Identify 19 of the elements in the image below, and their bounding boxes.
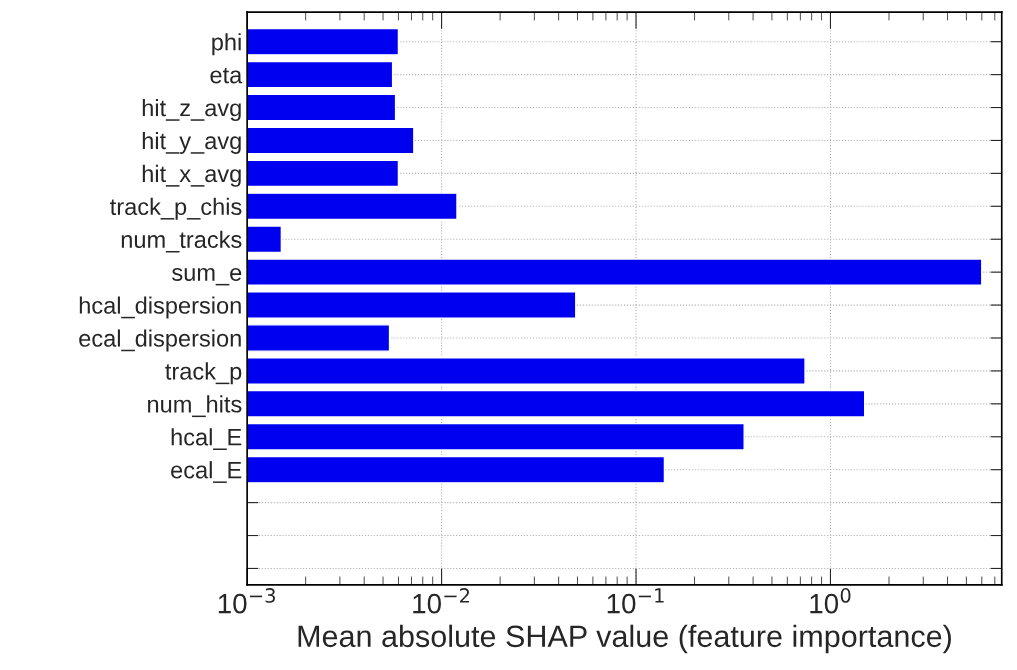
x-tick-label: 10$^{−3}$ — [218, 588, 275, 614]
x-tick-label: 10$^{0}$ — [810, 588, 851, 614]
x-tick-label: 10$^{−2}$ — [413, 588, 470, 614]
y-tick-label: ecal_dispersion — [79, 329, 241, 352]
y-tick-label: ecal_E — [171, 461, 242, 483]
y-tick-label: track_p_chis — [110, 197, 242, 220]
y-tick-label: eta — [210, 67, 243, 84]
y-tick-label: num_hits — [148, 395, 242, 418]
y-tick-label: phi — [212, 33, 241, 56]
x-axis-title: Mean absolute SHAP value (feature importance) — [298, 624, 951, 654]
y-tick-label: num_tracks — [121, 230, 242, 253]
x-tick-label: 10$^{−1}$ — [607, 588, 664, 614]
y-tick-label: hit_x_avg — [142, 164, 241, 187]
y-tick-label: hit_y_avg — [142, 131, 241, 154]
y-tick-label: hcal_dispersion — [79, 296, 241, 319]
y-tick-label: hit_z_avg — [142, 98, 241, 121]
y-tick-label: track_p — [165, 362, 242, 385]
y-tick-label: sum_e — [172, 268, 242, 286]
y-tick-label: hcal_E — [171, 428, 242, 451]
